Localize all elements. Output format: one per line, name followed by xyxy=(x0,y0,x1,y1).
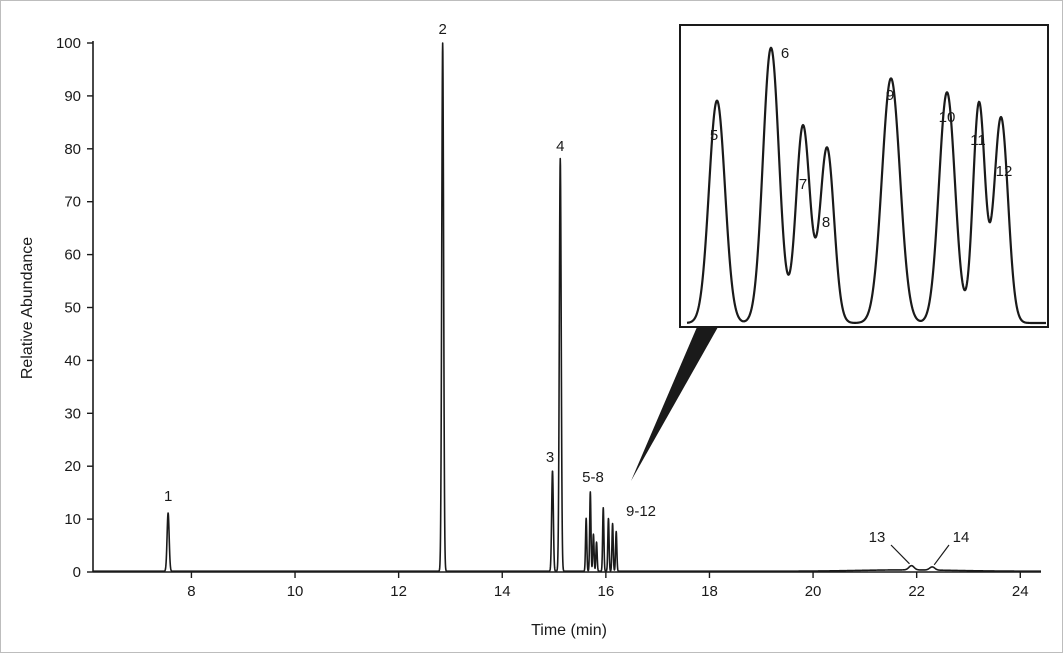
chromatogram-trace xyxy=(92,42,1042,573)
x-tick-label: 12 xyxy=(390,583,407,600)
inset-peak-label-12: 12 xyxy=(996,163,1013,180)
y-axis-label: Relative Abundance xyxy=(19,237,36,379)
peak-label-3: 3 xyxy=(546,449,554,466)
y-tick-label: 0 xyxy=(73,564,81,581)
y-tick-label: 80 xyxy=(64,141,81,158)
inset-peak-label-9: 9 xyxy=(886,87,894,104)
x-tick-label: 8 xyxy=(187,583,195,600)
x-tick-label: 16 xyxy=(598,583,615,600)
y-tick-label: 100 xyxy=(56,35,81,52)
leader-line-13 xyxy=(890,544,910,565)
zoom-callout-wedge xyxy=(631,327,718,481)
y-ticks: 0 10 20 30 40 50 60 70 80 90 100 xyxy=(56,35,93,581)
x-tick-label: 22 xyxy=(908,583,925,600)
inset-peak-label-8: 8 xyxy=(822,214,830,231)
x-tick-label: 24 xyxy=(1012,583,1029,600)
inset-peak-label-6: 6 xyxy=(781,45,789,62)
peak-label-5-8: 5-8 xyxy=(582,469,604,486)
peak-label-14: 14 xyxy=(953,529,970,546)
peak-label-9-12: 9-12 xyxy=(626,503,656,520)
inset-peak-labels: 5 6 7 8 9 10 11 12 xyxy=(710,45,1013,231)
peak-label-13: 13 xyxy=(869,529,886,546)
inset-peak-label-10: 10 xyxy=(939,109,956,126)
peak-labels: 1 2 3 4 5-8 9-12 13 14 xyxy=(164,21,970,566)
x-tick-label: 20 xyxy=(805,583,822,600)
x-tick-label: 10 xyxy=(287,583,304,600)
inset-border xyxy=(679,24,1049,328)
x-tick-label: 18 xyxy=(701,583,718,600)
inset-peak-label-11: 11 xyxy=(970,132,986,149)
y-tick-label: 50 xyxy=(64,300,81,317)
y-tick-label: 70 xyxy=(64,194,81,211)
peak-label-1: 1 xyxy=(164,488,172,505)
x-ticks: 8 10 12 14 16 18 20 22 24 xyxy=(187,572,1029,600)
peak-label-4: 4 xyxy=(556,138,564,155)
leader-line-14 xyxy=(933,544,950,566)
y-tick-label: 90 xyxy=(64,88,81,105)
inset-peak-label-5: 5 xyxy=(710,127,718,144)
y-tick-label: 20 xyxy=(64,458,81,475)
y-tick-label: 40 xyxy=(64,352,81,369)
inset-zoom-panel: 5 6 7 8 9 10 11 12 xyxy=(679,24,1049,328)
y-tick-label: 60 xyxy=(64,247,81,264)
y-tick-label: 30 xyxy=(64,405,81,422)
y-tick-label: 10 xyxy=(64,511,81,528)
inset-peak-label-7: 7 xyxy=(799,176,807,193)
inset-trace xyxy=(686,46,1047,325)
x-axis-label: Time (min) xyxy=(531,622,607,639)
peak-label-2: 2 xyxy=(439,21,447,38)
x-tick-label: 14 xyxy=(494,583,511,600)
